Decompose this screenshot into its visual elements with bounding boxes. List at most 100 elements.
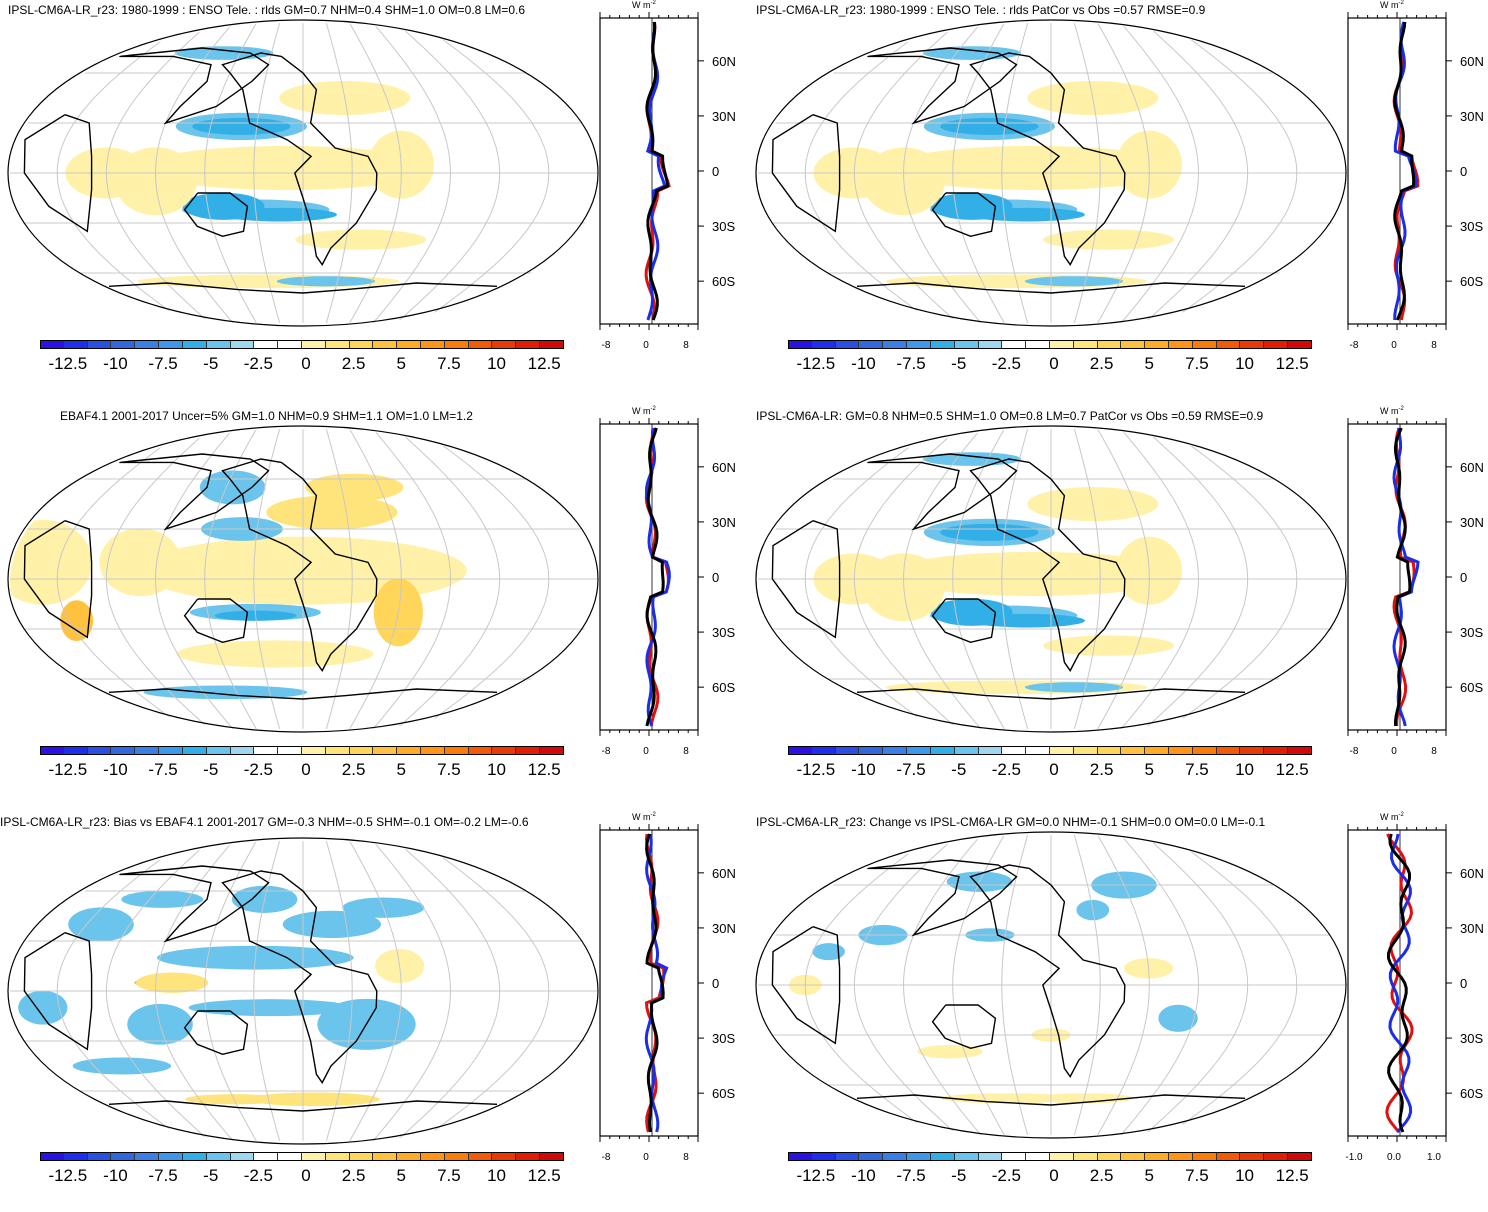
colorbar-swatch <box>811 746 836 755</box>
colorbar-swatch <box>1121 340 1146 349</box>
colorbar-swatch <box>182 1152 207 1161</box>
anomaly-patch <box>812 943 845 961</box>
colorbar-swatch <box>254 1152 279 1161</box>
unit-label: W m-2 <box>632 0 656 10</box>
profile-tick-label: 1.0 <box>1427 1152 1441 1163</box>
panel-3: EBAF4.1 2001-2017 Uncer=5% GM=1.0 NHM=0.… <box>0 406 740 806</box>
map-robinson <box>755 425 1347 733</box>
latitude-label: 30S <box>1460 1031 1483 1046</box>
latitude-label: 30N <box>1460 515 1484 530</box>
anomaly-patch <box>60 600 94 642</box>
colorbar-swatch <box>301 340 326 349</box>
colorbar-swatch <box>349 746 374 755</box>
panel-title: IPSL-CM6A-LR_r23: 1980-1999 : ENSO Tele.… <box>8 3 526 17</box>
colorbar-label: 0 <box>301 760 311 779</box>
colorbar-label: -5 <box>203 1166 219 1185</box>
colorbar-label: -10 <box>103 354 128 373</box>
colorbar-label: 10 <box>1235 354 1254 373</box>
colorbar-swatch <box>1240 1152 1265 1161</box>
colorbar-swatch <box>63 340 88 349</box>
colorbar <box>788 746 1312 755</box>
coastline <box>183 1010 249 1056</box>
colorbar-swatch <box>540 340 564 349</box>
coastline <box>856 688 1246 700</box>
colorbar-label: -10 <box>103 1166 128 1185</box>
anomaly-patch <box>72 1057 172 1075</box>
coastline <box>221 870 378 1084</box>
colorbar-swatch <box>954 340 979 349</box>
colorbar-swatch <box>444 340 469 349</box>
colorbar-label: 0 <box>1049 760 1059 779</box>
colorbar-swatch <box>1121 1152 1146 1161</box>
colorbar-swatch <box>1192 1152 1217 1161</box>
colorbar-label: 5 <box>1144 1166 1154 1185</box>
profile-tick-label: -8 <box>602 1152 611 1163</box>
profile-tick-label: 0.0 <box>1387 1152 1401 1163</box>
coastline <box>856 282 1246 294</box>
colorbar-swatch <box>907 1152 931 1161</box>
latitude-label: 30S <box>712 219 735 234</box>
colorbar-swatch <box>1145 1152 1169 1161</box>
colorbar-label: -5 <box>951 760 967 779</box>
colorbar-swatch <box>788 746 812 755</box>
anomaly-patch <box>887 551 1183 597</box>
colorbar-swatch <box>1216 340 1241 349</box>
colorbar-label: 12.5 <box>527 1166 561 1185</box>
colorbar-label: -10 <box>103 760 128 779</box>
latitude-label: 30S <box>1460 219 1483 234</box>
anomaly-patch <box>143 685 308 700</box>
colorbar-label: -2.5 <box>991 354 1022 373</box>
latitude-label: 30S <box>1460 625 1483 640</box>
anomaly-patch <box>887 145 1183 191</box>
latitude-label: 30N <box>712 109 736 124</box>
profile-tick-label: 8 <box>1431 340 1437 351</box>
colorbar-label: 2.5 <box>341 760 366 779</box>
colorbar-swatch <box>278 746 302 755</box>
anomaly-patch <box>188 999 353 1017</box>
coastline <box>867 47 1018 125</box>
colorbar-swatch <box>159 746 183 755</box>
colorbar-swatch <box>254 746 279 755</box>
coastline <box>771 520 841 639</box>
colorbar-swatch <box>135 340 160 349</box>
panel-title: IPSL-CM6A-LR_r23: Change vs IPSL-CM6A-LR… <box>756 815 1266 829</box>
anomaly-patch <box>1158 1004 1198 1032</box>
colorbar-swatch <box>206 1152 231 1161</box>
colorbar-label: -7.5 <box>896 1166 926 1185</box>
colorbar-swatch <box>135 746 160 755</box>
colorbar-swatch <box>1097 1152 1122 1161</box>
colorbar-swatch <box>1002 1152 1027 1161</box>
coastline <box>969 458 1126 672</box>
unit-label: W m-2 <box>1380 406 1404 416</box>
colorbar-label: -12.5 <box>796 760 836 779</box>
profile-curve-black <box>1393 427 1412 727</box>
latitude-label: 30N <box>1460 921 1484 936</box>
colorbar-label: 5 <box>1144 354 1154 373</box>
colorbar-swatch <box>1026 746 1050 755</box>
colorbar-swatch <box>87 340 112 349</box>
colorbar-swatch <box>1216 1152 1241 1161</box>
colorbar-swatch <box>930 746 955 755</box>
profile-curve-black <box>1393 21 1416 321</box>
colorbar-swatch <box>444 746 469 755</box>
colorbar-label: -2.5 <box>243 760 274 779</box>
latitude-label: 30S <box>712 1031 735 1046</box>
coastline <box>23 520 93 639</box>
colorbar-label: -5 <box>203 760 219 779</box>
colorbar-label: -5 <box>951 354 967 373</box>
anomaly-patch <box>1024 276 1124 287</box>
latitude-label: 0 <box>1460 570 1467 585</box>
colorbar-swatch <box>1002 340 1027 349</box>
colorbar-swatch <box>1097 746 1122 755</box>
colorbar-swatch <box>835 340 860 349</box>
colorbar-label: 5 <box>1144 760 1154 779</box>
colorbar <box>788 340 1312 349</box>
colorbar-swatch <box>1121 746 1146 755</box>
latitude-label: 60S <box>1460 1086 1483 1101</box>
colorbar-swatch <box>859 340 884 349</box>
colorbar-label: 0 <box>1049 354 1059 373</box>
colorbar-swatch <box>883 340 908 349</box>
anomaly-patch <box>1043 635 1175 656</box>
colorbar-swatch <box>1073 746 1098 755</box>
colorbar-label: 2.5 <box>1089 354 1114 373</box>
